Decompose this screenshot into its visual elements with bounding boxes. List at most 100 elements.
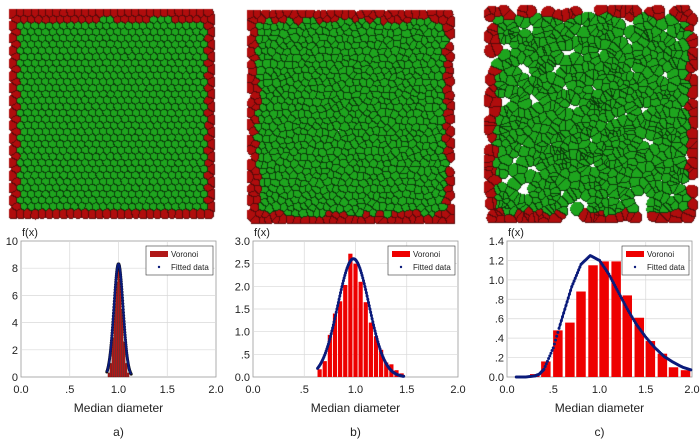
histogram-bar [541, 361, 551, 377]
histogram-bar [668, 367, 679, 377]
legend-swatch-voronoi [626, 251, 644, 257]
fitted-data-point [543, 365, 547, 369]
legend-label-voronoi: Voronoi [647, 250, 674, 259]
histogram-bar [576, 291, 586, 377]
voronoi-tessellation-b [245, 8, 457, 226]
legend-label-fitted: Fitted data [413, 263, 451, 272]
histogram-bar [107, 372, 110, 378]
x-tick-label: .5 [65, 384, 74, 396]
x-tick-label: .5 [549, 384, 558, 396]
fitted-data-point [545, 359, 549, 363]
histogram-bar [379, 349, 384, 377]
histogram-bar [338, 301, 343, 377]
y-tick-label: 8 [12, 263, 18, 275]
histogram-bar [599, 261, 609, 377]
legend-swatch-fitted [157, 265, 161, 269]
histogram-bar [634, 317, 645, 377]
y-tick-label: 6 [12, 290, 18, 302]
y-tick-label: 1.0 [489, 275, 504, 287]
voronoi-tessellation-a [7, 7, 217, 223]
y-tick-label: 2.0 [235, 281, 250, 293]
histogram-bar [332, 313, 338, 377]
x-tick-label: 1.5 [638, 384, 653, 396]
y-tick-label: 1.4 [489, 236, 504, 248]
histogram-bar [117, 263, 120, 378]
y-axis-label: f(x) [508, 227, 524, 239]
histogram-bar [565, 322, 575, 377]
x-tick-label: 1.0 [592, 384, 607, 396]
fitted-data-point [548, 354, 552, 358]
fitted-curve [105, 262, 133, 375]
histogram-bar [353, 263, 358, 377]
fitted-data-point [556, 330, 560, 334]
x-tick-label: 2.0 [208, 384, 223, 396]
histogram-bar [125, 363, 128, 378]
fitted-data-point [554, 338, 558, 342]
legend-label-voronoi: Voronoi [171, 250, 198, 259]
panel-label: a) [113, 425, 124, 439]
legend-label-voronoi: Voronoi [413, 250, 440, 259]
histogram-bar [109, 363, 112, 378]
histogram-bar [368, 322, 373, 377]
y-tick-label: 1.2 [489, 255, 504, 267]
histogram-bar [363, 302, 368, 377]
x-tick-label: 2.0 [684, 384, 699, 396]
y-tick-label: 0 [12, 372, 18, 384]
histogram-bar [553, 330, 563, 377]
fitted-data-point [552, 342, 556, 346]
legend-label-fitted: Fitted data [171, 263, 209, 272]
legend [621, 245, 690, 276]
y-tick-label: 0.0 [489, 372, 504, 384]
x-tick-label: 1.0 [111, 384, 126, 396]
legend [145, 245, 214, 276]
x-tick-label: 0.0 [245, 384, 260, 396]
legend-swatch-fitted [633, 265, 637, 269]
x-tick-label: 2.0 [450, 384, 465, 396]
voronoi-tessellation-c [482, 3, 700, 225]
histogram-bar [611, 261, 621, 377]
histogram-bar [358, 281, 363, 377]
histogram-bar [373, 336, 379, 377]
histogram-bar [645, 341, 656, 377]
histogram-bar [657, 353, 668, 377]
panel-label: c) [595, 425, 605, 439]
y-tick-label: 1.5 [235, 304, 250, 316]
legend [387, 245, 456, 276]
histogram-bar [588, 265, 598, 377]
y-tick-label: 2.5 [235, 259, 250, 271]
histogram-bar [119, 278, 122, 378]
y-axis-label: f(x) [254, 227, 270, 239]
legend-swatch-voronoi [150, 251, 168, 257]
histogram-bar [384, 362, 389, 377]
fitted-data-point [551, 346, 555, 350]
histogram-bar [622, 295, 632, 377]
histogram-bar [127, 372, 130, 378]
y-tick-label: 1.0 [235, 327, 250, 339]
x-axis-label: Median diameter [311, 401, 400, 415]
y-tick-label: 10 [6, 236, 18, 248]
x-tick-label: 0.0 [499, 384, 514, 396]
x-tick-label: 1.5 [160, 384, 175, 396]
x-tick-label: .5 [300, 384, 309, 396]
legend-label-fitted: Fitted data [647, 263, 685, 272]
fitted-data-point [555, 334, 559, 338]
fitted-data-point [547, 357, 551, 361]
y-tick-label: 0.0 [235, 372, 250, 384]
x-tick-label: 1.0 [348, 384, 363, 396]
legend-swatch-fitted [399, 265, 403, 269]
y-tick-label: .5 [241, 349, 250, 361]
histogram-bar [343, 284, 348, 377]
x-axis-label: Median diameter [74, 401, 163, 415]
y-tick-label: 3.0 [235, 236, 250, 248]
fitted-data-point [549, 351, 553, 355]
y-tick-label: .2 [495, 353, 504, 365]
x-tick-label: 1.5 [399, 384, 414, 396]
x-tick-label: 0.0 [13, 384, 28, 396]
histogram-bar [348, 253, 353, 377]
fitted-data-point [544, 362, 548, 366]
histogram-bar [317, 369, 322, 377]
histogram-bar [680, 370, 691, 377]
fitted-data-point [542, 367, 546, 371]
y-tick-label: 2 [12, 345, 18, 357]
panel-label: b) [350, 425, 361, 439]
